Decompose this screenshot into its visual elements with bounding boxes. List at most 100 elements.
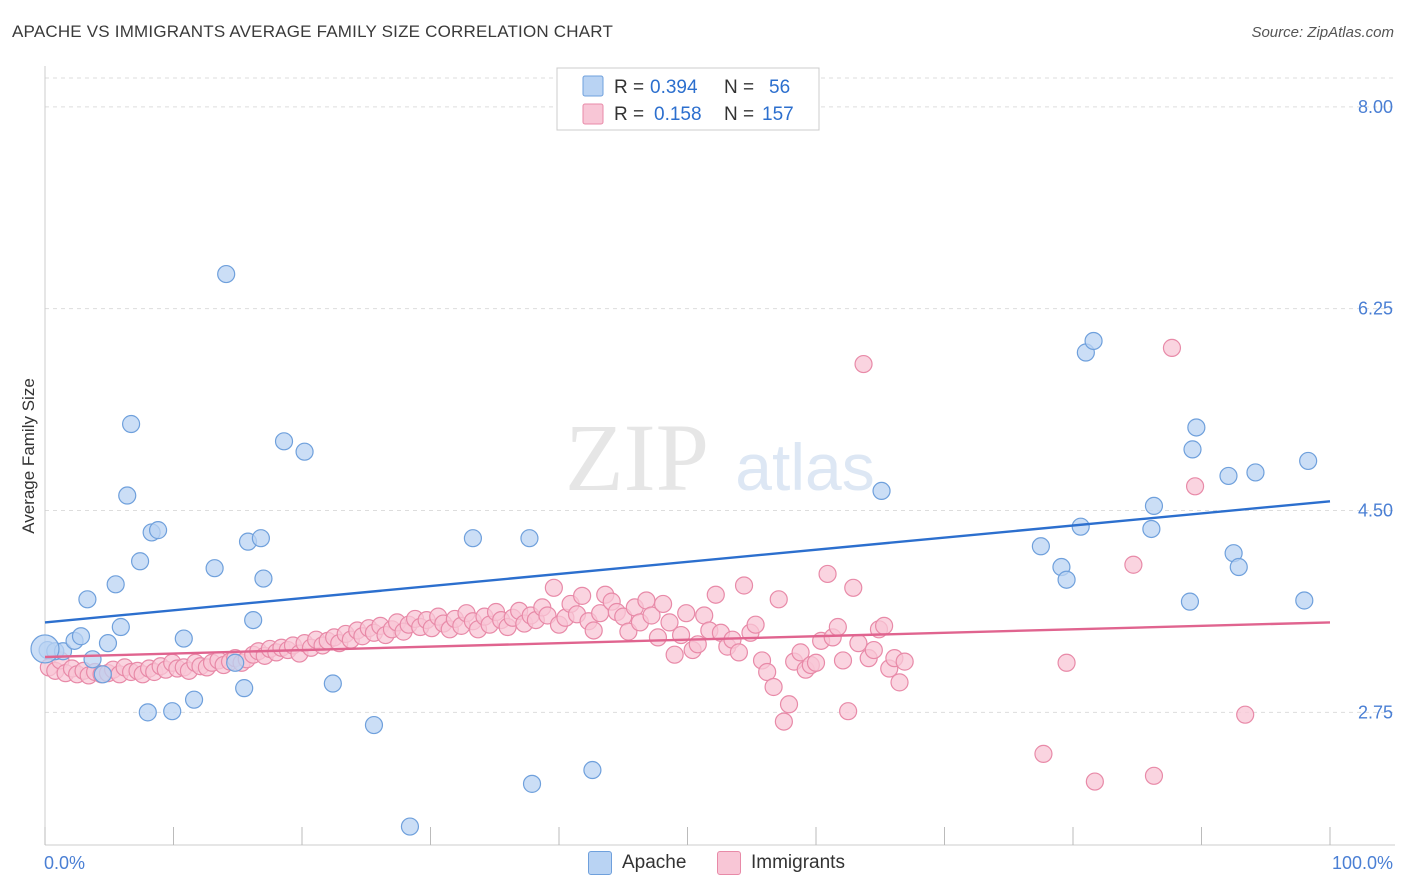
apache-point	[217, 264, 236, 284]
immigrants-point	[1034, 744, 1053, 763]
apache-point	[364, 715, 384, 735]
apache-point	[1187, 418, 1206, 437]
x-tick-label-0: 0.0%	[44, 853, 85, 873]
apache-point	[138, 703, 157, 722]
immigrants-point	[1085, 772, 1104, 791]
trend-lines	[44, 500, 1331, 659]
legend-swatch-apache	[582, 75, 604, 97]
apache-point	[1142, 519, 1161, 539]
apache-point	[226, 653, 245, 672]
apache-point	[106, 575, 125, 594]
apache-point	[400, 817, 420, 836]
immigrants-point	[769, 590, 788, 609]
immigrants-point	[648, 628, 668, 647]
watermark-atlas: atlas	[735, 430, 874, 504]
immigrants-point	[864, 640, 883, 660]
immigrants-point	[1162, 338, 1182, 357]
apache-point	[251, 529, 270, 548]
immigrants-point	[779, 695, 799, 714]
apache-point	[1183, 440, 1202, 459]
apache-swatch	[588, 851, 612, 875]
immigrants-point	[746, 615, 765, 634]
apache-point	[1057, 570, 1076, 589]
apache-point	[78, 590, 97, 609]
apache-point	[1246, 463, 1265, 482]
immigrants-point	[854, 354, 873, 374]
bottom-legend: Apache Immigrants	[0, 851, 1406, 879]
immigrants-point	[895, 652, 914, 671]
apache-points	[30, 264, 1318, 836]
immigrants-point	[1124, 555, 1143, 574]
y-tick-label-0: 2.75	[1358, 702, 1393, 722]
immigrants-point	[833, 651, 853, 670]
immigrants-point	[665, 645, 684, 664]
apache-point	[71, 627, 91, 646]
bottom-legend-apache[interactable]: Apache	[588, 851, 686, 875]
immigrants-point	[791, 643, 810, 662]
immigrants-point	[806, 653, 826, 672]
apache-point	[463, 529, 483, 548]
apache-point	[1084, 331, 1103, 351]
apache-point	[520, 529, 539, 548]
apache-point	[254, 569, 273, 588]
apache-point	[1229, 557, 1248, 577]
immigrants-point	[764, 677, 783, 697]
apache-point	[323, 674, 342, 693]
apache-point	[174, 629, 193, 648]
legend-swatch-immigrants	[582, 103, 604, 125]
apache-point	[583, 760, 602, 780]
chart-title: APACHE VS IMMIGRANTS AVERAGE FAMILY SIZE…	[12, 22, 614, 41]
legend-n-label-immigrants: N =	[724, 104, 754, 125]
legend-n-value-immigrants: 157	[762, 104, 794, 125]
apache-point	[274, 432, 294, 451]
immigrants-point	[849, 634, 868, 653]
immigrants-point	[828, 617, 847, 637]
immigrants-point	[818, 564, 837, 584]
watermark-zip: ZIP	[565, 404, 709, 511]
apache-point	[98, 634, 118, 653]
legend-n-label-apache: N =	[724, 77, 754, 98]
immigrants-point	[844, 578, 863, 597]
immigrants-point	[1185, 477, 1205, 496]
immigrants-point	[890, 673, 909, 692]
apache-point	[148, 521, 168, 540]
apache-point	[1144, 496, 1164, 516]
x-tick-label-1: 100.0%	[1332, 853, 1393, 873]
immigrants-point	[729, 643, 749, 662]
apache-point	[30, 634, 60, 664]
source-note: Source: ZipAtlas.com	[1251, 24, 1394, 41]
immigrants-point	[1057, 653, 1076, 672]
apache-point	[1299, 451, 1318, 471]
immigrants-point	[544, 578, 563, 597]
apache-point	[83, 650, 102, 669]
immigrants-point	[758, 662, 777, 682]
immigrants-point	[660, 613, 679, 632]
apache-point	[163, 702, 182, 721]
apache-point	[1031, 537, 1050, 556]
immigrants-point	[1144, 766, 1164, 785]
apache-trend-line	[44, 500, 1331, 624]
legend-n-value-apache: 56	[769, 77, 790, 98]
apache-point	[1295, 591, 1314, 610]
legend-r-label-immigrants: R =	[614, 104, 644, 125]
apache-point	[118, 486, 137, 505]
legend-r-value-apache: 0.394	[650, 77, 698, 98]
apache-point	[872, 481, 891, 501]
y-axis-label: Average Family Size	[19, 378, 38, 534]
immigrants-point	[653, 594, 673, 614]
apache-point	[522, 774, 542, 793]
apache-point	[1071, 517, 1090, 536]
immigrants-trend-line	[44, 621, 1331, 659]
immigrants-point	[774, 712, 793, 731]
apache-point	[130, 552, 150, 571]
immigrants-point	[677, 604, 696, 623]
bottom-legend-immigrants[interactable]: Immigrants	[717, 851, 845, 875]
immigrants-swatch	[717, 851, 741, 875]
bottom-legend-immigrants-label: Immigrants	[751, 852, 845, 873]
x-tick-labels: 0.0% 100.0%	[44, 853, 1393, 873]
legend-r-label-apache: R =	[614, 77, 644, 98]
apache-point	[244, 610, 263, 630]
apache-point	[121, 414, 141, 434]
immigrants-point	[1236, 705, 1255, 724]
y-tick-label-2: 6.25	[1358, 299, 1393, 319]
